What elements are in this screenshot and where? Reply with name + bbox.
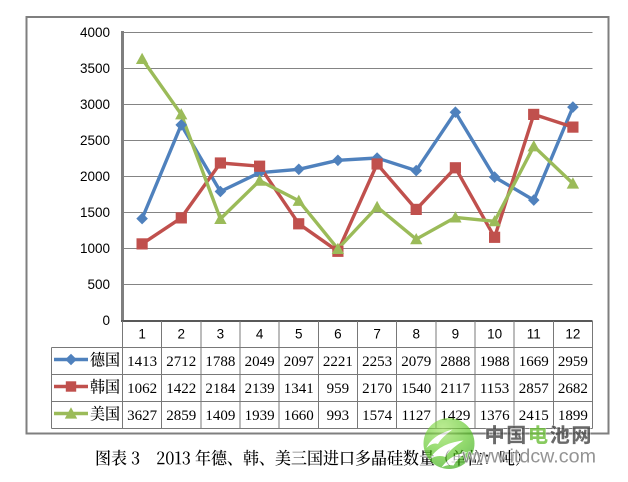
svg-text:1341: 1341 — [284, 381, 314, 397]
svg-text:1413: 1413 — [127, 354, 157, 370]
svg-text:2682: 2682 — [558, 381, 588, 397]
svg-text:3627: 3627 — [127, 408, 158, 424]
svg-text:2000: 2000 — [80, 169, 110, 184]
svg-text:1540: 1540 — [401, 381, 431, 397]
svg-text:3: 3 — [217, 327, 225, 342]
svg-text:1669: 1669 — [519, 354, 549, 370]
svg-text:1660: 1660 — [284, 408, 314, 424]
svg-text:0: 0 — [102, 313, 110, 328]
svg-text:1127: 1127 — [401, 408, 431, 424]
svg-text:1500: 1500 — [80, 205, 110, 220]
svg-text:1153: 1153 — [480, 381, 509, 397]
svg-text:1422: 1422 — [166, 381, 196, 397]
svg-text:2139: 2139 — [245, 381, 275, 397]
svg-text:4000: 4000 — [80, 25, 110, 40]
svg-text:2859: 2859 — [166, 408, 196, 424]
svg-text:1899: 1899 — [558, 408, 588, 424]
svg-text:1574: 1574 — [362, 408, 393, 424]
svg-text:2049: 2049 — [245, 354, 275, 370]
svg-text:2184: 2184 — [205, 381, 236, 397]
svg-text:12: 12 — [565, 327, 580, 342]
svg-text:2712: 2712 — [166, 354, 196, 370]
svg-text:1788: 1788 — [205, 354, 235, 370]
svg-text:2079: 2079 — [401, 354, 431, 370]
svg-text:3000: 3000 — [80, 97, 110, 112]
svg-text:www.itdcw.com: www.itdcw.com — [462, 445, 596, 467]
svg-text:3500: 3500 — [80, 61, 110, 76]
svg-text:2959: 2959 — [558, 354, 588, 370]
svg-text:1376: 1376 — [480, 408, 511, 424]
svg-text:2415: 2415 — [519, 408, 549, 424]
svg-text:2221: 2221 — [323, 354, 353, 370]
svg-text:5: 5 — [295, 327, 303, 342]
svg-text:6: 6 — [334, 327, 342, 342]
svg-text:500: 500 — [87, 277, 110, 292]
svg-text:2170: 2170 — [362, 381, 392, 397]
svg-text:8: 8 — [412, 327, 420, 342]
svg-text:2: 2 — [177, 327, 185, 342]
svg-text:959: 959 — [327, 381, 350, 397]
svg-text:1: 1 — [138, 327, 146, 342]
svg-text:1000: 1000 — [80, 241, 110, 256]
svg-text:7: 7 — [373, 327, 381, 342]
svg-text:2888: 2888 — [440, 354, 470, 370]
svg-text:2857: 2857 — [519, 381, 550, 397]
svg-text:2253: 2253 — [362, 354, 392, 370]
svg-text:2500: 2500 — [80, 133, 110, 148]
svg-text:11: 11 — [527, 327, 541, 342]
svg-text:10: 10 — [487, 327, 502, 342]
svg-text:4: 4 — [256, 327, 264, 342]
svg-text:1988: 1988 — [480, 354, 510, 370]
svg-text:1939: 1939 — [245, 408, 275, 424]
svg-text:993: 993 — [327, 408, 350, 424]
svg-text:1062: 1062 — [127, 381, 157, 397]
svg-text:2117: 2117 — [441, 381, 471, 397]
svg-text:9: 9 — [452, 327, 460, 342]
svg-text:1409: 1409 — [205, 408, 235, 424]
svg-text:2097: 2097 — [284, 354, 315, 370]
